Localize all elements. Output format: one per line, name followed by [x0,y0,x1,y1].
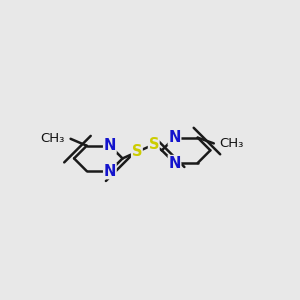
Text: N: N [168,130,181,145]
Text: CH₃: CH₃ [220,137,244,150]
Text: N: N [168,155,181,170]
Text: S: S [132,145,142,160]
Text: CH₃: CH₃ [40,132,65,145]
Text: N: N [104,138,116,153]
Text: N: N [104,164,116,178]
Text: S: S [148,137,159,152]
